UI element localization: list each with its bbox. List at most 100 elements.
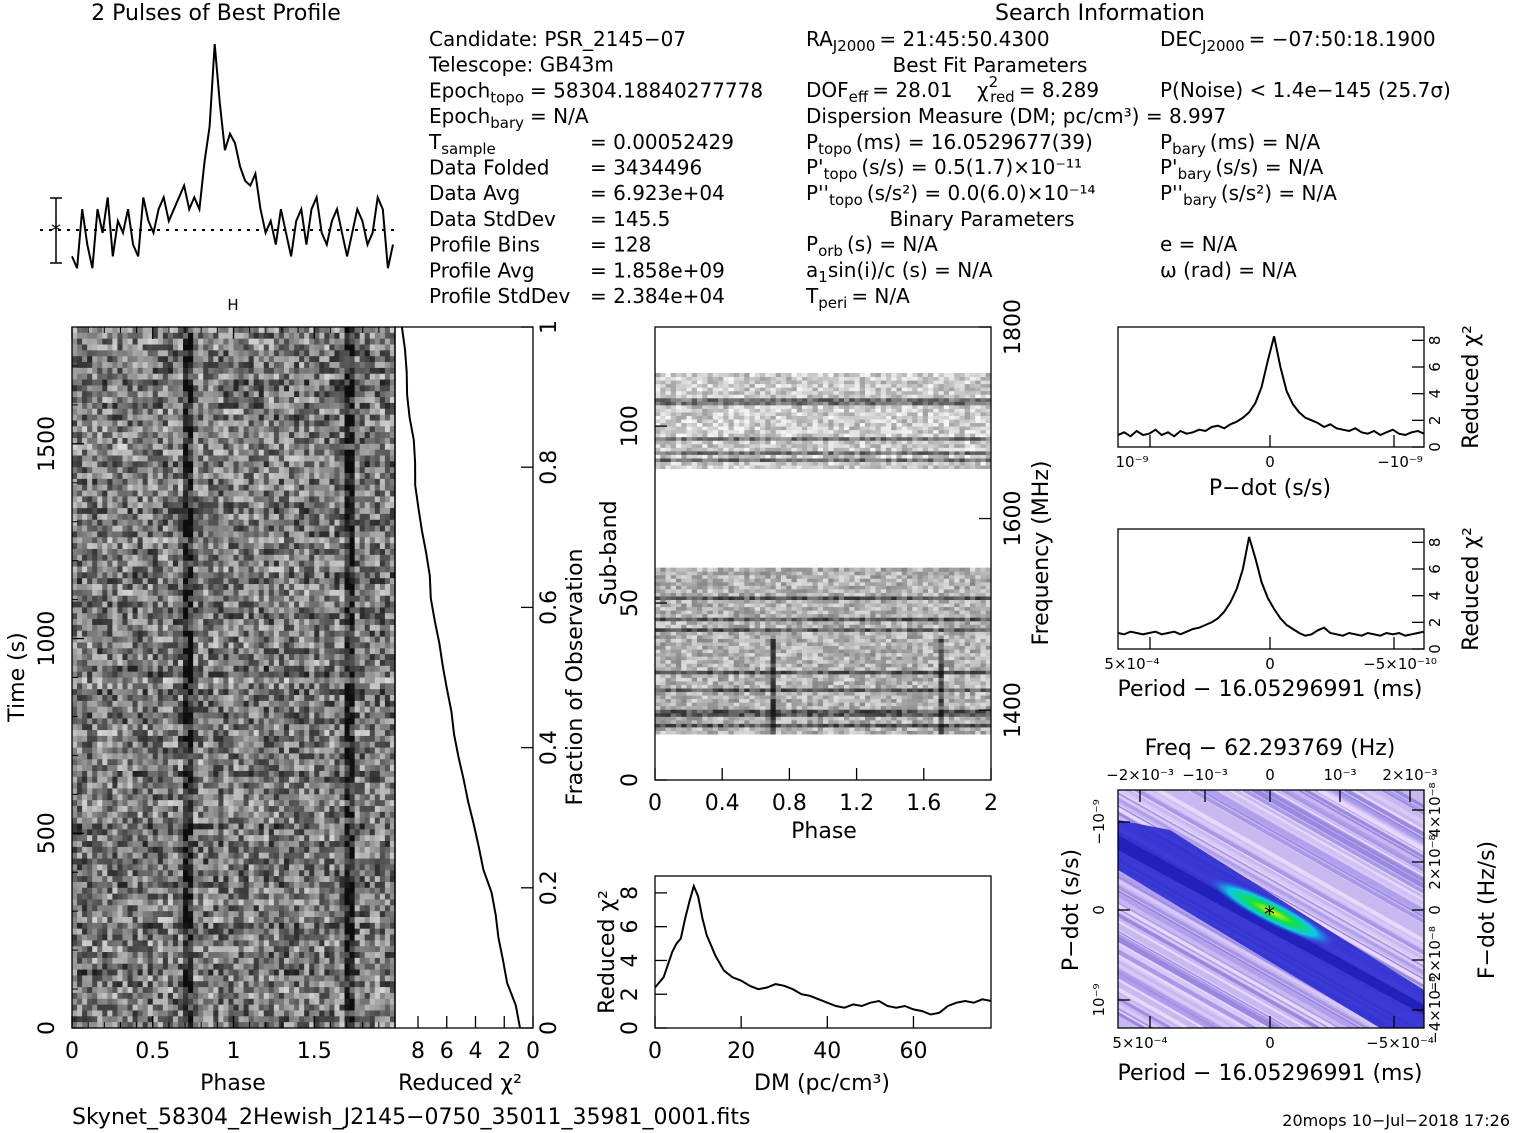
time-phase-cell	[374, 630, 381, 638]
time-phase-cell	[198, 730, 204, 737]
time-phase-cell	[87, 397, 93, 404]
time-phase-cell	[369, 578, 376, 585]
time-phase-cell	[127, 496, 134, 503]
time-phase-cell	[283, 741, 290, 749]
time-phase-cell	[273, 624, 280, 632]
time-phase-cell	[369, 437, 376, 445]
time-phase-cell	[369, 759, 376, 766]
time-phase-cell	[369, 414, 376, 421]
time-phase-cell	[314, 572, 320, 579]
time-phase-cell	[278, 443, 285, 451]
time-phase-cell	[72, 735, 78, 743]
time-phase-cell	[299, 502, 305, 509]
time-phase-cell	[223, 344, 229, 351]
time-phase-cell	[248, 718, 255, 725]
time-phase-cell	[177, 566, 184, 573]
time-phase-cell	[72, 373, 78, 381]
time-phase-cell	[258, 613, 265, 620]
time-phase-cell	[177, 420, 184, 427]
time-phase-cell	[223, 554, 229, 562]
time-phase-cell	[213, 636, 219, 643]
time-phase-cell	[354, 490, 361, 497]
time-phase-cell	[364, 373, 371, 381]
time-phase-cell	[294, 607, 300, 614]
time-phase-cell	[238, 730, 245, 737]
time-phase-cell	[203, 362, 209, 369]
time-phase-cell	[87, 695, 93, 702]
time-phase-cell	[157, 432, 164, 439]
time-phase-cell	[334, 350, 340, 357]
time-phase-cell	[319, 747, 325, 754]
time-phase-cell	[263, 414, 270, 421]
time-phase-cell	[107, 432, 113, 439]
time-phase-cell	[137, 566, 144, 573]
time-phase-cell	[97, 373, 103, 381]
time-phase-cell	[107, 391, 113, 398]
time-phase-cell	[82, 584, 88, 591]
time-phase-cell	[188, 449, 194, 457]
time-phase-cell	[122, 502, 129, 509]
pdot-bary-label: P'bary (s/s) = N/A	[1160, 155, 1324, 183]
time-phase-cell	[142, 677, 149, 684]
time-phase-cell	[248, 414, 255, 421]
time-phase-cell	[314, 397, 320, 404]
time-phase-cell	[263, 367, 270, 375]
time-phase-cell	[364, 636, 371, 643]
time-phase-cell	[349, 665, 356, 673]
time-phase-cell	[374, 735, 381, 743]
time-phase-cell	[299, 373, 305, 381]
time-phase-cell	[374, 607, 381, 614]
time-phase-cell	[299, 770, 305, 778]
time-phase-cell	[283, 689, 290, 696]
time-phase-cell	[203, 379, 209, 386]
time-phase-cell	[233, 712, 240, 719]
time-phase-cell	[218, 332, 224, 340]
time-phase-cell	[228, 706, 234, 714]
time-phase-cell	[354, 473, 361, 480]
time-phase-cell	[263, 426, 270, 433]
time-phase-cell	[208, 735, 214, 743]
time-phase-cell	[228, 478, 234, 486]
time-phase-cell	[198, 350, 204, 357]
time-phase-cell	[152, 677, 159, 684]
time-phase-cell	[319, 706, 325, 714]
time-phase-cell	[208, 519, 214, 527]
time-phase-cell	[142, 379, 149, 386]
time-phase-cell	[167, 379, 174, 386]
time-phase-cell	[152, 724, 159, 731]
time-phase-cell	[112, 525, 118, 532]
time-phase-cell	[289, 648, 295, 655]
time-phase-cell	[294, 747, 300, 754]
time-phase-cell	[253, 560, 260, 568]
time-phase-cell	[309, 455, 315, 462]
time-phase-cell	[304, 543, 310, 550]
time-phase-cell	[203, 759, 209, 766]
time-phase-cell	[294, 560, 300, 568]
time-phase-cell	[344, 689, 351, 696]
time-phase-cell	[167, 671, 174, 678]
time-phase-cell	[172, 490, 179, 497]
time-phase-cell	[268, 338, 275, 346]
time-phase-cell	[177, 367, 184, 375]
time-phase-cell	[319, 554, 325, 562]
time-phase-cell	[77, 683, 83, 690]
time-phase-cell	[72, 496, 78, 503]
time-phase-cell	[77, 397, 83, 404]
time-phase-cell	[248, 735, 255, 743]
time-phase-cell	[369, 508, 376, 515]
time-phase-cell	[183, 671, 189, 678]
time-phase-cell	[218, 613, 224, 620]
time-phase-cell	[268, 379, 275, 386]
time-phase-cell	[238, 443, 245, 451]
time-phase-cell	[389, 508, 395, 515]
time-phase-cell	[142, 344, 149, 351]
time-phase-cell	[319, 484, 325, 492]
time-phase-cell	[188, 712, 194, 719]
time-phase-cell	[349, 513, 356, 521]
time-phase-cell	[208, 379, 214, 386]
time-phase-cell	[152, 484, 159, 492]
time-phase-cell	[299, 432, 305, 439]
time-phase-cell	[278, 718, 285, 725]
time-phase-cell	[379, 508, 386, 515]
time-phase-cell	[374, 572, 381, 579]
